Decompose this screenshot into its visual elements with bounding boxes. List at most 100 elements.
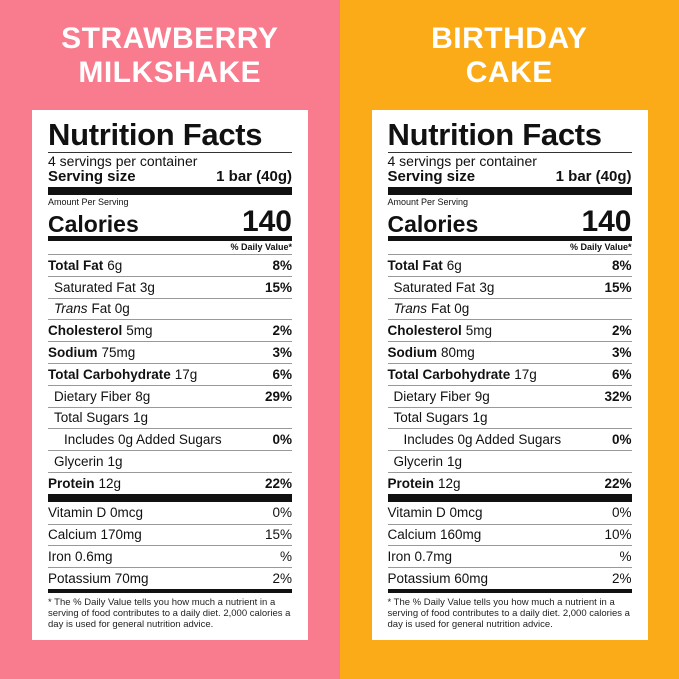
footnote: * The % Daily Value tells you how much a… [48, 588, 292, 630]
nutrient-name: Total Carbohydrate [48, 366, 171, 382]
nutrition-label: Nutrition Facts 4 servings per container S… [32, 110, 308, 640]
servings: 4 servings per container [48, 153, 198, 169]
nutrient: Total Sugars 1g [48, 410, 148, 425]
nutrient-name: Total Carbohydrate [387, 366, 511, 382]
servings: 4 servings per container [387, 153, 537, 169]
nutrient-italic: Trans [54, 301, 88, 317]
nutrient-name: Fat 0g [91, 301, 130, 317]
nutrient-dv: 2% [272, 323, 292, 339]
vitamin-row: Iron 0.7mg% [387, 545, 632, 567]
vitamin-row: Potassium 60mg 2% [387, 567, 632, 589]
serving-size: Serving size 1 bar (40g) [48, 169, 292, 195]
nutrient: Dietary Fiber 9g [388, 389, 490, 404]
vitamin-row: Vitamin D 0mcg 0% [388, 502, 632, 524]
nutrient-name: Saturated Fat [393, 279, 476, 295]
nutrient-name: Cholesterol [387, 323, 462, 339]
nutrient-dv: 0% [272, 432, 292, 448]
nutrient-dv: 0% [611, 432, 632, 448]
nutrient-amount: 5mg [465, 323, 493, 339]
nutrient-name: Includes 0g Added Sugars [403, 432, 562, 448]
vitamin-name: Potassium 70mg [48, 571, 149, 587]
panel-title: BIRTHDAY CAKE [340, 22, 679, 90]
nutrient-dv: 6% [611, 366, 632, 382]
vitamin-row: Calcium 170mg 15% [48, 523, 292, 546]
nutrient-amount: 1g [472, 410, 488, 426]
nutrient: Total Carbohydrate 17g [388, 367, 537, 382]
nutrient-row: Total Fat 6g 8% [48, 254, 292, 276]
nutrient-row: Total Fat 6g 8% [387, 254, 632, 276]
calories-value: 140 [241, 205, 292, 238]
nutrient-name: Glycerin [393, 454, 444, 470]
nutrient-dv: 8% [611, 257, 632, 273]
nutrient: Total Fat 6g [48, 258, 122, 273]
vitamin-dv: 10% [604, 527, 632, 543]
vitamin-name: Iron 0.6mg [48, 549, 113, 565]
nutrient-name: Total Sugars [393, 410, 469, 426]
amount-per-serving: Amount Per Serving [48, 197, 129, 207]
nutrient-dv: 2% [611, 323, 632, 339]
panel: STRAWBERRY MILKSHAKE Nutrition Facts 4 serv… [0, 0, 340, 679]
vitamin-row: Iron 0.6mg% [48, 545, 292, 567]
vitamin-dv: % [619, 549, 632, 565]
nutrient-row: Cholesterol 5mg 2% [387, 319, 632, 341]
serving-size-label: Serving size [48, 168, 136, 185]
dv-header: % Daily Value* [230, 242, 292, 252]
calories: Calories 140 [387, 207, 632, 241]
vitamin-name: Potassium 60mg [387, 571, 489, 587]
nutrient-amount: 3g [139, 279, 155, 295]
serving-size-amount: 1 bar (40g) [216, 168, 292, 185]
nutrient-amount: 6g [107, 257, 123, 273]
nutrient-dv: 15% [604, 279, 632, 295]
nutrient: Trans Fat 0g [48, 301, 130, 316]
title-line: STRAWBERRY [61, 22, 279, 55]
nutrient-row: Trans Fat 0g [48, 297, 292, 320]
nutrient: Saturated Fat 3g [388, 280, 495, 295]
nutrient: Total Sugars 1g [388, 410, 488, 425]
nutrient: Sodium 75mg [48, 345, 135, 360]
nutrient-amount: 17g [174, 366, 198, 382]
nutrient: Includes 0g Added Sugars [48, 432, 222, 447]
title-line: MILKSHAKE [78, 56, 262, 89]
serving-size-amount: 1 bar (40g) [555, 168, 632, 185]
nutrient-dv: 22% [604, 475, 632, 491]
nutrient: Sodium 80mg [388, 345, 475, 360]
nutrient-row: Saturated Fat 3g 15% [387, 275, 632, 298]
nutrient-name: Fat 0g [431, 301, 470, 317]
nutrient: Protein 12g [388, 476, 461, 491]
nutrient-row: Includes 0g Added Sugars 0% [48, 428, 292, 450]
vitamin-name: Vitamin D 0mcg [387, 505, 483, 521]
nutrient-name: Glycerin [54, 454, 104, 470]
nutrient-row: Trans Fat 0g [387, 297, 632, 320]
nutrient-name: Sodium [48, 345, 98, 361]
nutrient-name: Protein [48, 475, 95, 491]
vitamin-name: Iron 0.7mg [387, 549, 453, 565]
nutrient-row: Total Sugars 1g [48, 406, 292, 429]
title-line: CAKE [465, 56, 553, 89]
nutrient-row: Glycerin 1g [387, 450, 632, 472]
nutrient-amount: 12g [98, 475, 122, 491]
serving-size: Serving size 1 bar (40g) [387, 168, 632, 195]
nutrient: Total Carbohydrate 17g [48, 367, 197, 382]
nutrient-row: Cholesterol 5mg 2% [48, 319, 292, 341]
dv-header: % Daily Value* [569, 242, 632, 252]
nutrient-name: Includes 0g Added Sugars [64, 432, 222, 448]
nutrient-dv: 3% [272, 345, 292, 361]
nutrient-amount: 80mg [441, 345, 475, 361]
nutrient-amount: 1g [133, 410, 149, 426]
calories: Calories 140 [48, 205, 292, 241]
nutrient-row: Sodium 75mg 3% [48, 341, 292, 363]
serving-size-label: Serving size [387, 168, 476, 185]
nutrient-name: Dietary Fiber [393, 388, 471, 404]
nutrient-amount: 1g [447, 454, 463, 470]
nutrient-amount: 75mg [101, 345, 136, 361]
nutrient: Cholesterol 5mg [388, 323, 493, 338]
nutrient-dv: 29% [264, 388, 292, 404]
nutrient-name: Protein [387, 475, 435, 491]
nutrient: Includes 0g Added Sugars [388, 432, 562, 447]
nutrient-row: Dietary Fiber 9g 32% [387, 384, 632, 407]
nutrient-row: Includes 0g Added Sugars 0% [387, 428, 632, 450]
panel-title: STRAWBERRY MILKSHAKE [0, 22, 340, 90]
nutrient-amount: 1g [107, 454, 123, 470]
label-heading: Nutrition Facts [387, 118, 632, 153]
vitamin-row: Vitamin D 0mcg 0% [48, 502, 292, 524]
